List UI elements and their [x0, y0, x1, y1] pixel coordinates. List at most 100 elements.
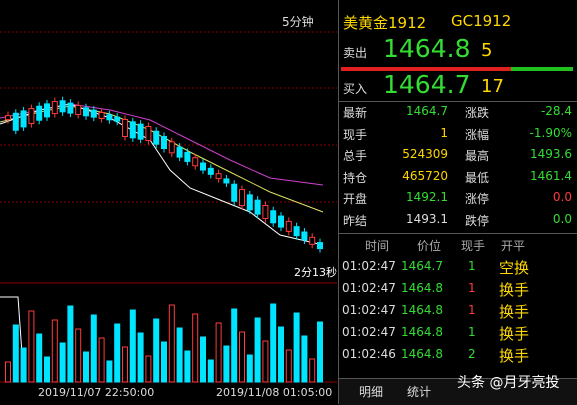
- ma-line: [0, 103, 324, 246]
- trade-time: 01:02:47: [342, 281, 396, 295]
- trade-type: 空换: [499, 259, 530, 277]
- candle: [98, 111, 105, 119]
- divider: [339, 233, 577, 234]
- candle: [114, 116, 121, 122]
- candle: [36, 105, 43, 121]
- candle: [51, 101, 58, 115]
- volume-bar: [12, 324, 19, 383]
- candle: [223, 178, 230, 184]
- volume-bar: [231, 308, 238, 383]
- volume-bar: [301, 335, 308, 383]
- candle: [293, 226, 300, 237]
- x-label: 2019/11/07 22:50:00: [38, 386, 155, 399]
- quote-panel: 美黄金1912 GC1912 卖出 1464.8 5 买入 1464.7 17 …: [338, 0, 577, 405]
- volume-bar: [262, 340, 269, 383]
- volume-bar: [254, 317, 261, 383]
- stat-value: 524309: [402, 147, 448, 161]
- volume-bar: [239, 331, 245, 383]
- trade-qty: 1: [468, 259, 476, 273]
- volume-bar: [145, 355, 152, 383]
- candle: [239, 189, 245, 207]
- stat-label: 涨幅: [465, 127, 490, 142]
- trade-type: 换手: [499, 281, 530, 299]
- volume-bar: [207, 359, 214, 383]
- candle: [28, 108, 35, 125]
- trade-price: 1464.7: [401, 259, 443, 273]
- stat-value: 0.0: [552, 190, 572, 204]
- candle: [246, 194, 253, 211]
- trade-price: 1464.8: [401, 325, 443, 339]
- candle: [270, 210, 277, 224]
- ma-line: [0, 105, 324, 213]
- volume-bar: [153, 318, 160, 383]
- candle: [168, 141, 175, 154]
- candle: [129, 121, 136, 139]
- trade-time: 01:02:47: [342, 325, 396, 339]
- stat-value: 1493.6: [530, 147, 572, 161]
- stat-label: 总手: [343, 149, 368, 163]
- stat-label: 最低: [465, 170, 490, 185]
- candle: [106, 114, 113, 121]
- trade-time: 01:02:46: [342, 347, 396, 361]
- volume-bar: [20, 347, 27, 383]
- stat-label: 最高: [465, 149, 490, 163]
- trade-header: 价位: [417, 239, 442, 253]
- stat-label: 涨跌: [465, 106, 490, 120]
- candle: [44, 103, 50, 118]
- volume-bar: [270, 303, 277, 383]
- period[interactable]: 5分钟: [282, 15, 314, 29]
- candle: [122, 119, 128, 137]
- candle: [145, 126, 152, 142]
- volume-bar: [137, 332, 144, 383]
- stat-value: 1464.7: [406, 104, 448, 118]
- volume-bar: [36, 333, 43, 383]
- candle: [207, 167, 214, 175]
- candle: [153, 130, 160, 145]
- volume-bar: [98, 337, 105, 383]
- trade-time: 01:02:47: [342, 303, 396, 317]
- stat-value: -1.90%: [529, 125, 572, 140]
- candle: [5, 115, 11, 121]
- volume-bar: [317, 321, 323, 383]
- stat-value: 1493.1: [406, 211, 448, 226]
- trade-qty: 2: [468, 347, 476, 361]
- buy-volume: 17: [481, 76, 504, 97]
- stat-label: 持仓: [343, 170, 368, 185]
- trade-price: 1464.8: [401, 347, 443, 361]
- buy-label: 买入: [343, 82, 368, 96]
- volume-bar: [184, 350, 191, 383]
- candle: [67, 102, 74, 114]
- stat-label: 开盘: [343, 192, 368, 206]
- volume-bar: [51, 319, 58, 383]
- candle: [200, 162, 206, 171]
- candle: [231, 183, 238, 202]
- candle: [254, 199, 261, 215]
- code: GC1912: [451, 12, 512, 30]
- candle: [192, 157, 199, 167]
- candle: [90, 109, 97, 118]
- tab[interactable]: 统计: [407, 385, 432, 399]
- candle: [215, 173, 222, 180]
- buy-price: 1464.7: [383, 70, 471, 99]
- volume-bar: [200, 336, 206, 383]
- volume-bar: [309, 358, 316, 383]
- trade-qty: 1: [468, 325, 476, 339]
- stat-label: 跌停: [465, 213, 490, 228]
- volume-bar: [293, 312, 300, 383]
- trade-header: 时间: [365, 239, 390, 253]
- tab[interactable]: 明细: [359, 385, 384, 399]
- candle: [59, 100, 66, 113]
- sell-bar: [341, 67, 511, 71]
- name: 美黄金1912: [343, 14, 427, 32]
- candle: [184, 151, 191, 162]
- candle: [285, 220, 292, 232]
- stat-label: 昨结: [343, 213, 368, 228]
- stat-value: 0.0: [552, 211, 572, 226]
- volume-bar: [90, 314, 97, 383]
- stat-value: 465720: [402, 168, 448, 183]
- volume-bar: [129, 309, 136, 383]
- volume-bar: [246, 354, 253, 383]
- candle: [301, 231, 308, 241]
- trade-header: 开平: [501, 239, 526, 253]
- volume-bar: [59, 342, 66, 383]
